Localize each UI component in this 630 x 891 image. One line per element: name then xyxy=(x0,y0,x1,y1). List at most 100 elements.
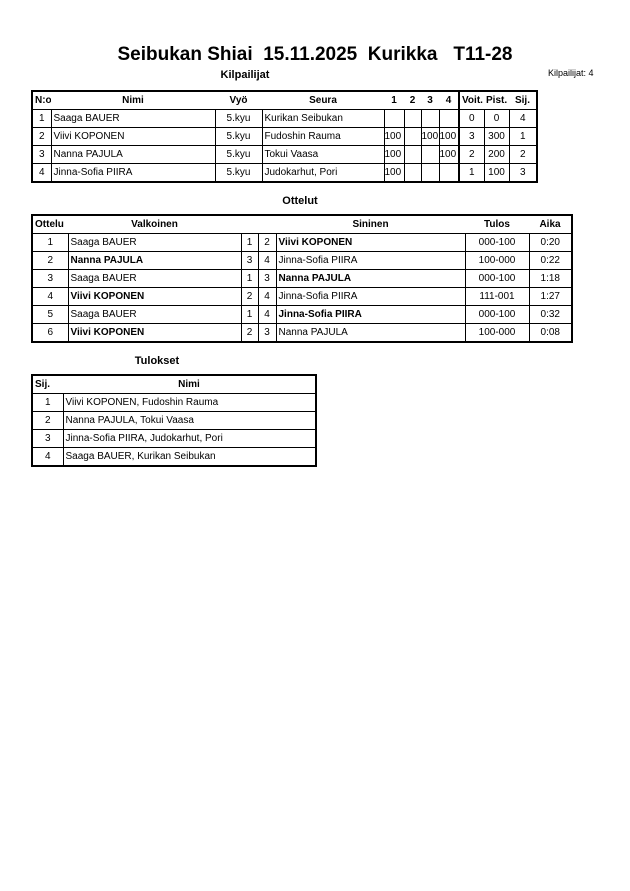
table-row: 4 Jinna-Sofia PIIRA 5.kyu Judokarhut, Pori 1… xyxy=(31,163,538,183)
cell-blue: Nanna PAJULA xyxy=(275,323,466,343)
cell-match-no: 4 xyxy=(31,287,69,306)
cell-wins: 3 xyxy=(458,127,485,146)
col-header: Nimi xyxy=(63,374,316,394)
cell-club: Judokarhut, Pori xyxy=(261,163,385,183)
cell-p1: 100 xyxy=(383,127,405,146)
cell-rank: 2 xyxy=(31,411,64,430)
cell-belt: 5.kyu xyxy=(214,163,263,183)
table-row: 2 Nanna PAJULA, Tokui Vaasa xyxy=(31,411,317,430)
cell-white-no: 2 xyxy=(240,323,259,343)
cell-white: Saaga BAUER xyxy=(67,269,242,288)
cell-name: Saaga BAUER, Kurikan Seibukan xyxy=(62,447,317,467)
cell-blue-no: 2 xyxy=(257,233,277,252)
col-header: Nimi xyxy=(51,90,215,110)
matches-table: Ottelu Valkoinen Sininen Tulos Aika 1 Saa… xyxy=(31,214,573,343)
competitor-count: Kilpailijat: 4 xyxy=(548,68,594,78)
cell-p4: 100 xyxy=(438,127,460,146)
cell-white-no: 2 xyxy=(240,287,259,306)
cell-p2 xyxy=(403,145,422,164)
cell-points: 200 xyxy=(483,145,510,164)
table-row: 3 Jinna-Sofia PIIRA, Judokarhut, Pori xyxy=(31,429,317,448)
cell-name: Viivi KOPONEN, Fudoshin Rauma xyxy=(62,393,317,412)
cell-rank: 3 xyxy=(508,163,538,183)
cell-club: Fudoshin Rauma xyxy=(261,127,385,146)
cell-rank: 4 xyxy=(31,447,64,467)
cell-time: 1:27 xyxy=(528,287,573,306)
col-header: Sij. xyxy=(509,90,537,110)
col-header: 3 xyxy=(421,90,439,110)
cell-p1: 100 xyxy=(383,145,405,164)
cell-rank: 3 xyxy=(31,429,64,448)
cell-p4: 100 xyxy=(438,145,460,164)
cell-no: 2 xyxy=(31,127,52,146)
cell-club: Tokui Vaasa xyxy=(261,145,385,164)
col-header: Vyö xyxy=(215,90,262,110)
cell-p1 xyxy=(383,109,405,128)
cell-name: Jinna-Sofia PIIRA xyxy=(50,163,216,183)
cell-white: Saaga BAUER xyxy=(67,233,242,252)
cell-time: 0:20 xyxy=(528,233,573,252)
col-header: N:o xyxy=(32,90,51,110)
cell-blue: Jinna-Sofia PIIRA xyxy=(275,287,466,306)
table-row: 1 Saaga BAUER 1 2 Viivi KOPONEN 000-100 0:20 xyxy=(31,233,573,252)
cell-time: 1:18 xyxy=(528,269,573,288)
cell-name: Nanna PAJULA, Tokui Vaasa xyxy=(62,411,317,430)
cell-wins: 2 xyxy=(458,145,485,164)
cell-rank: 1 xyxy=(31,393,64,412)
cell-name: Nanna PAJULA xyxy=(50,145,216,164)
cell-name: Viivi KOPONEN xyxy=(50,127,216,146)
cell-points: 0 xyxy=(483,109,510,128)
cell-white-no: 3 xyxy=(240,251,259,270)
cell-name: Saaga BAUER xyxy=(50,109,216,128)
cell-points: 100 xyxy=(483,163,510,183)
cell-rank: 1 xyxy=(508,127,538,146)
cell-match-no: 3 xyxy=(31,269,69,288)
cell-p2 xyxy=(403,109,422,128)
cell-blue-no: 3 xyxy=(257,323,277,343)
cell-white-no: 1 xyxy=(240,305,259,324)
cell-club: Kurikan Seibukan xyxy=(261,109,385,128)
cell-wins: 1 xyxy=(458,163,485,183)
col-header: Tulos xyxy=(465,214,529,234)
cell-rank: 4 xyxy=(508,109,538,128)
matches-heading: Ottelut xyxy=(282,195,318,207)
col-header: Seura xyxy=(262,90,384,110)
table-row: 3 Nanna PAJULA 5.kyu Tokui Vaasa 100 100 2 200 2 xyxy=(31,145,538,164)
col-header: 4 xyxy=(439,90,459,110)
col-header: Sij. xyxy=(32,374,63,394)
table-row: 2 Nanna PAJULA 3 4 Jinna-Sofia PIIRA 100-000 0… xyxy=(31,251,573,270)
table-row: 5 Saaga BAUER 1 4 Jinna-Sofia PIIRA 000-100 0:… xyxy=(31,305,573,324)
cell-time: 0:08 xyxy=(528,323,573,343)
table-row: 1 Viivi KOPONEN, Fudoshin Rauma xyxy=(31,393,317,412)
cell-p3: 100 xyxy=(420,127,440,146)
cell-points: 300 xyxy=(483,127,510,146)
cell-time: 0:22 xyxy=(528,251,573,270)
cell-white: Nanna PAJULA xyxy=(67,251,242,270)
table-row: 3 Saaga BAUER 1 3 Nanna PAJULA 000-100 1:18 xyxy=(31,269,573,288)
cell-white-no: 1 xyxy=(240,233,259,252)
cell-blue-no: 4 xyxy=(257,305,277,324)
results-heading: Tulokset xyxy=(134,355,180,367)
cell-p2 xyxy=(403,127,422,146)
cell-white-no: 1 xyxy=(240,269,259,288)
cell-belt: 5.kyu xyxy=(214,145,263,164)
competitors-table: N:o Nimi Vyö Seura 1 2 3 4 Voit. Pist. Sij. 1 Saaga… xyxy=(31,90,538,183)
table-row: 6 Viivi KOPONEN 2 3 Nanna PAJULA 100-000 0:08 xyxy=(31,323,573,343)
cell-white: Viivi KOPONEN xyxy=(67,323,242,343)
cell-blue: Nanna PAJULA xyxy=(275,269,466,288)
cell-time: 0:32 xyxy=(528,305,573,324)
col-header: 1 xyxy=(384,90,404,110)
cell-wins: 0 xyxy=(458,109,485,128)
cell-result: 100-000 xyxy=(464,251,530,270)
cell-blue-no: 4 xyxy=(257,251,277,270)
cell-match-no: 5 xyxy=(31,305,69,324)
cell-no: 1 xyxy=(31,109,52,128)
cell-rank: 2 xyxy=(508,145,538,164)
table-row: 4 Saaga BAUER, Kurikan Seibukan xyxy=(31,447,317,467)
col-header: Pist. xyxy=(484,90,509,110)
cell-match-no: 1 xyxy=(31,233,69,252)
cell-result: 000-100 xyxy=(464,233,530,252)
cell-blue-no: 3 xyxy=(257,269,277,288)
cell-blue: Jinna-Sofia PIIRA xyxy=(275,305,466,324)
cell-result: 000-100 xyxy=(464,305,530,324)
